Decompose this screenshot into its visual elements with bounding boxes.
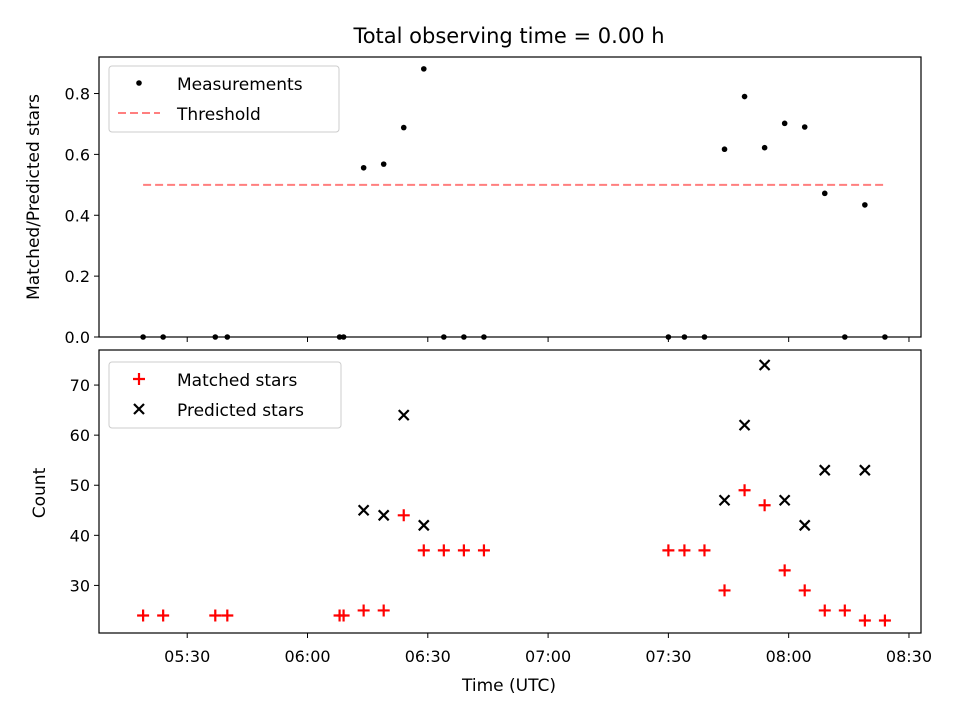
top-axes-frame [98, 56, 922, 338]
top-panel: Total observing time = 0.00 h 0.00.20.40… [24, 24, 922, 347]
bottom-y-tick-label: 70 [70, 376, 90, 395]
measurement-point [721, 146, 728, 153]
top-y-axis-label: Matched/Predicted stars [24, 94, 44, 300]
bottom-legend: Matched stars Predicted stars [108, 361, 342, 429]
matched-star-point [357, 604, 370, 617]
bottom-y-axis-ticks: 30 40 50 60 70 [70, 376, 99, 595]
predicted-star-point [738, 419, 751, 431]
predicted-star-point [377, 509, 390, 522]
matched-star-point [137, 609, 150, 622]
matched-star-point [477, 544, 490, 557]
legend-predicted-stars-label: Predicted stars [177, 401, 304, 421]
legend-matched-stars-label: Matched stars [177, 371, 297, 391]
matched-star-point [221, 609, 234, 622]
matched-star-point [838, 604, 851, 617]
matched-star-point [818, 604, 831, 617]
matched-star-point [738, 484, 751, 497]
predicted-star-point [397, 409, 410, 421]
bottom-x-tick-label: 08:30 [886, 647, 932, 666]
matched-star-point [778, 564, 791, 577]
measurement-point [801, 124, 808, 130]
legend-measurements-marker [136, 80, 142, 86]
bottom-x-tick-label: 06:30 [405, 647, 451, 666]
top-x-axis-ticks [186, 337, 910, 342]
predicted-star-point [418, 519, 430, 532]
matched-star-point [758, 499, 771, 512]
matched-star-point [457, 544, 470, 557]
bottom-axes-frame [98, 349, 922, 634]
bottom-y-tick-label: 50 [70, 476, 90, 495]
bottom-x-axis-label: Time (UTC) [461, 676, 556, 696]
matched-star-point [209, 609, 222, 622]
measurement-point [741, 93, 748, 100]
bottom-y-tick-label: 40 [70, 526, 90, 545]
matched-star-point [678, 544, 691, 557]
measurement-point [821, 190, 828, 197]
bottom-x-tick-label: 07:30 [645, 647, 691, 666]
matched-star-point [337, 609, 350, 622]
matched-star-point [718, 584, 731, 597]
top-y-axis-ticks: 0.0 0.2 0.4 0.6 0.8 [65, 85, 99, 347]
top-y-tick-label: 0.2 [65, 267, 90, 286]
legend-measurements-label: Measurements [177, 75, 303, 95]
bottom-x-tick-label: 06:00 [284, 647, 330, 666]
legend-threshold-label: Threshold [176, 105, 261, 125]
predicted-star-point [818, 464, 831, 476]
legend-matched-stars-marker [133, 373, 145, 385]
bottom-y-tick-label: 60 [70, 426, 90, 445]
bottom-panel: 30 40 50 60 70 05:30 06:00 06:30 07:00 07:30 08:0… [30, 349, 932, 696]
top-legend: Measurements Threshold [108, 65, 340, 133]
predicted-star-point [859, 464, 871, 476]
matched-star-point [417, 544, 430, 557]
matched-star-point [662, 544, 675, 557]
bottom-x-tick-label: 07:00 [525, 647, 571, 666]
bottom-plot-area [137, 359, 891, 627]
bottom-x-tick-label: 05:30 [164, 647, 210, 666]
measurement-point [400, 124, 407, 131]
measurement-point [862, 202, 868, 208]
matched-star-point [397, 509, 410, 522]
top-y-tick-label: 0.4 [65, 206, 90, 225]
top-y-tick-label: 0.8 [65, 85, 90, 104]
matched-star-point [157, 609, 170, 622]
matched-star-point [798, 584, 811, 597]
predicted-star-point [778, 494, 791, 507]
matched-star-point [878, 614, 891, 627]
legend-predicted-stars-marker [133, 403, 145, 415]
measurement-point [781, 120, 788, 127]
matched-star-point [698, 544, 711, 557]
bottom-y-axis-label: Count [30, 467, 50, 518]
matched-star-point [377, 604, 390, 617]
top-legend-box [108, 65, 340, 133]
predicted-star-point [357, 504, 370, 517]
top-chart-title: Total observing time = 0.00 h [352, 24, 664, 48]
measurement-point [761, 144, 768, 151]
measurement-point [380, 161, 387, 167]
bottom-y-tick-label: 30 [70, 576, 90, 595]
bottom-x-tick-label: 08:00 [766, 647, 812, 666]
measurement-point [360, 164, 367, 171]
bottom-x-axis-ticks: 05:30 06:00 06:30 07:00 07:30 08:00 08:30 [164, 633, 932, 666]
predicted-star-point [718, 494, 731, 507]
predicted-star-point [798, 519, 811, 532]
top-y-tick-label: 0.0 [65, 328, 90, 347]
bottom-legend-box [108, 361, 342, 429]
measurement-point [420, 66, 427, 72]
top-y-tick-label: 0.6 [65, 145, 90, 164]
matched-star-point [858, 614, 871, 627]
predicted-star-point [758, 359, 771, 371]
matched-star-point [437, 544, 450, 557]
